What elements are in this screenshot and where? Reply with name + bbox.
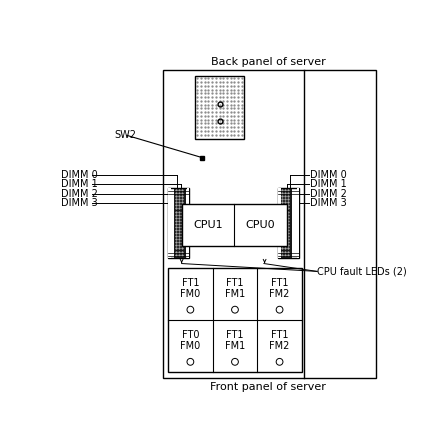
Text: FM0: FM0 <box>180 341 201 351</box>
Text: FM2: FM2 <box>269 341 290 351</box>
Text: DIMM 3: DIMM 3 <box>61 198 98 208</box>
Bar <box>168 268 302 372</box>
Text: DIMM 2: DIMM 2 <box>61 189 98 199</box>
Bar <box>278 188 281 258</box>
Text: FT1: FT1 <box>271 330 288 340</box>
Text: CPU0: CPU0 <box>246 220 275 230</box>
Bar <box>297 188 299 258</box>
Text: DIMM 3: DIMM 3 <box>310 198 347 208</box>
Text: FT0: FT0 <box>182 330 199 340</box>
Bar <box>168 188 170 258</box>
Text: DIMM 1: DIMM 1 <box>61 179 98 189</box>
Bar <box>187 188 189 258</box>
Bar <box>182 204 287 246</box>
Text: FM1: FM1 <box>225 289 245 299</box>
Text: FT1: FT1 <box>226 330 244 340</box>
Text: CPU1: CPU1 <box>193 220 223 230</box>
Text: DIMM 2: DIMM 2 <box>310 189 347 199</box>
Text: FM1: FM1 <box>225 341 245 351</box>
Text: SW2: SW2 <box>114 131 136 140</box>
Text: Back panel of server: Back panel of server <box>211 57 326 67</box>
Text: FM0: FM0 <box>180 289 201 299</box>
Text: DIMM 1: DIMM 1 <box>310 179 347 189</box>
Text: FT1: FT1 <box>226 278 244 288</box>
Text: DIMM 0: DIMM 0 <box>310 170 347 180</box>
Text: Front panel of server: Front panel of server <box>210 381 326 392</box>
Bar <box>163 71 376 378</box>
Text: FM2: FM2 <box>269 289 290 299</box>
Text: FT1: FT1 <box>271 278 288 288</box>
Bar <box>174 189 186 258</box>
Text: CPU fault LEDs (2): CPU fault LEDs (2) <box>317 266 407 277</box>
Text: FT1: FT1 <box>182 278 199 288</box>
Bar <box>195 75 244 139</box>
Bar <box>281 189 292 258</box>
Bar <box>278 188 299 258</box>
Text: DIMM 0: DIMM 0 <box>61 170 98 180</box>
Bar <box>168 188 189 258</box>
